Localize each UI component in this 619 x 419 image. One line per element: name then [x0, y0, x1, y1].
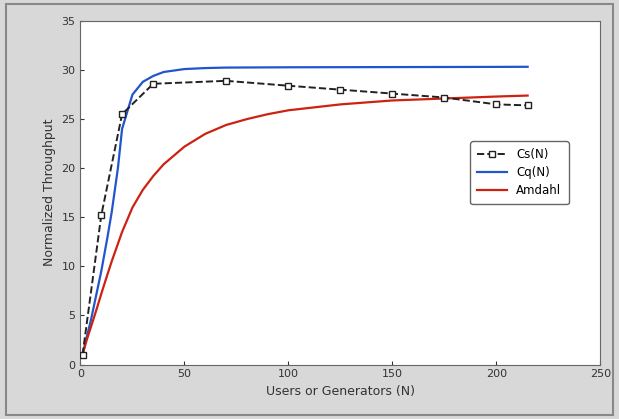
- Cs(N): [118, 112, 126, 117]
- Line: Cq(N): Cq(N): [82, 67, 527, 355]
- Cs(N): [98, 213, 105, 218]
- Amdahl: [389, 98, 396, 103]
- Cq(N): [118, 127, 126, 132]
- Cs(N): [524, 103, 531, 108]
- Amdahl: [222, 122, 230, 127]
- Cs(N): [493, 102, 500, 107]
- Amdahl: [108, 259, 115, 264]
- Amdahl: [118, 230, 126, 235]
- Amdahl: [493, 94, 500, 99]
- Amdahl: [83, 337, 90, 342]
- Amdahl: [160, 162, 167, 167]
- Cq(N): [104, 234, 111, 239]
- Cq(N): [493, 65, 500, 70]
- Amdahl: [87, 325, 95, 330]
- Cq(N): [441, 65, 448, 70]
- Amdahl: [129, 205, 136, 210]
- Amdahl: [524, 93, 531, 98]
- X-axis label: Users or Generators (N): Users or Generators (N): [266, 385, 415, 398]
- Cq(N): [150, 73, 157, 78]
- Cq(N): [129, 92, 136, 97]
- Y-axis label: Normalized Throughput: Normalized Throughput: [43, 119, 56, 266]
- Amdahl: [337, 102, 344, 107]
- Cq(N): [139, 79, 147, 84]
- Amdahl: [79, 352, 86, 357]
- Amdahl: [441, 96, 448, 101]
- Cs(N): [285, 83, 292, 88]
- Amdahl: [243, 116, 251, 122]
- Cq(N): [524, 64, 531, 69]
- Cq(N): [285, 65, 292, 70]
- Cs(N): [441, 95, 448, 100]
- Amdahl: [150, 173, 157, 178]
- Amdahl: [181, 144, 188, 149]
- Cq(N): [160, 70, 167, 75]
- Line: Cs(N): Cs(N): [79, 78, 530, 358]
- Amdahl: [139, 187, 147, 192]
- Cq(N): [114, 166, 121, 171]
- Cq(N): [83, 334, 90, 339]
- Cq(N): [222, 65, 230, 70]
- Amdahl: [285, 108, 292, 113]
- Amdahl: [98, 291, 105, 296]
- Cq(N): [337, 65, 344, 70]
- Cs(N): [389, 91, 396, 96]
- Cq(N): [87, 318, 95, 323]
- Cq(N): [181, 67, 188, 72]
- Legend: Cs(N), Cq(N), Amdahl: Cs(N), Cq(N), Amdahl: [470, 141, 568, 204]
- Cq(N): [108, 210, 115, 215]
- Amdahl: [202, 131, 209, 136]
- Cs(N): [337, 87, 344, 92]
- Cq(N): [79, 352, 86, 357]
- Line: Amdahl: Amdahl: [82, 96, 527, 355]
- Amdahl: [264, 112, 271, 117]
- Cq(N): [389, 65, 396, 70]
- Cs(N): [79, 352, 86, 357]
- Cs(N): [222, 78, 230, 83]
- Cq(N): [98, 269, 105, 274]
- Amdahl: [114, 241, 121, 246]
- Amdahl: [104, 272, 111, 277]
- Cq(N): [93, 288, 101, 293]
- Amdahl: [93, 305, 101, 310]
- Cs(N): [150, 81, 157, 86]
- Cq(N): [202, 65, 209, 70]
